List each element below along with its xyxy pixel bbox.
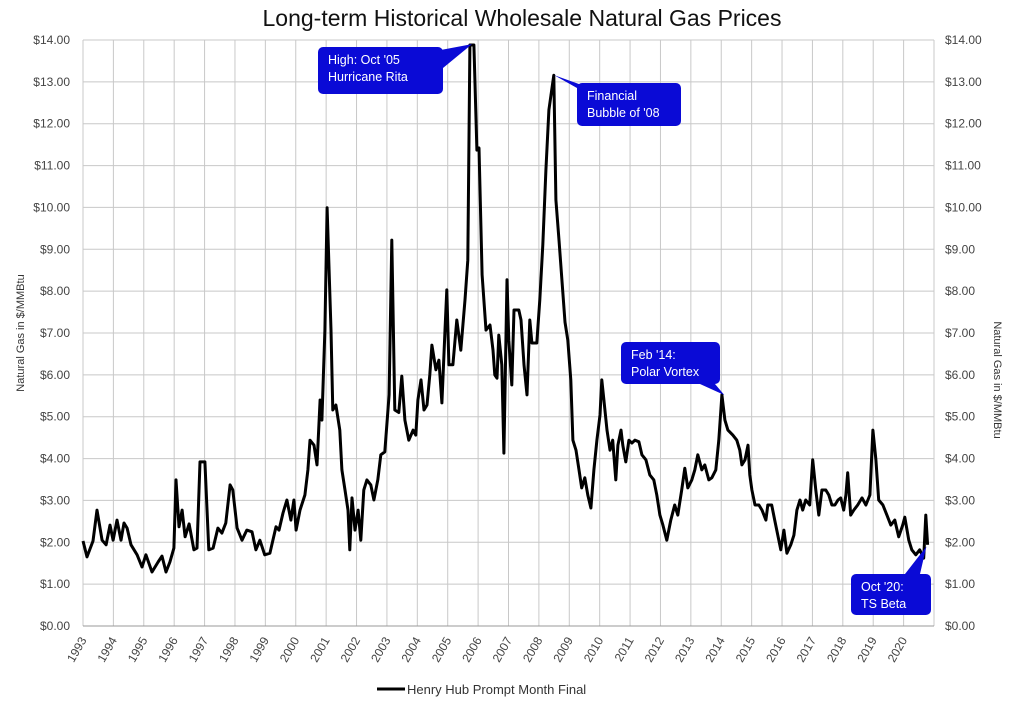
x-tick-label: 2012 — [642, 634, 668, 664]
callout-pointer — [554, 75, 590, 88]
callout-text: Bubble of '08 — [587, 106, 660, 120]
y-tick-label-right: $8.00 — [945, 284, 975, 298]
legend-label: Henry Hub Prompt Month Final — [407, 682, 586, 697]
x-tick-label: 2010 — [581, 634, 607, 664]
callout-pointer — [905, 546, 927, 574]
y-tick-label-right: $11.00 — [945, 159, 981, 173]
callout-box — [577, 83, 681, 126]
y-tick-label-left: $6.00 — [40, 368, 70, 382]
x-tick-label: 1995 — [125, 634, 151, 664]
x-tick-label: 1999 — [246, 634, 272, 664]
chart-title: Long-term Historical Wholesale Natural G… — [263, 5, 782, 31]
x-tick-label: 2008 — [520, 634, 546, 664]
callout-box — [621, 342, 720, 384]
y-tick-label-right: $14.00 — [945, 33, 982, 47]
y-tick-label-left: $8.00 — [40, 284, 70, 298]
x-tick-label: 2004 — [398, 634, 424, 664]
y-tick-label-right: $7.00 — [945, 326, 975, 340]
y-tick-label-left: $4.00 — [40, 452, 70, 466]
y-tick-label-right: $0.00 — [945, 619, 975, 633]
x-tick-label: 2006 — [459, 634, 485, 664]
y-axis-title-right: Natural Gas in $/MMBtu — [991, 321, 1003, 438]
y-tick-label-left: $3.00 — [40, 493, 70, 507]
x-tick-label: 1994 — [95, 634, 121, 664]
y-tick-label-right: $13.00 — [945, 75, 982, 89]
y-tick-label-left: $5.00 — [40, 410, 70, 424]
y-tick-label-left: $14.00 — [33, 33, 70, 47]
callout-box — [318, 47, 443, 94]
y-tick-label-left: $12.00 — [33, 117, 70, 131]
x-tick-label: 1997 — [186, 634, 212, 664]
x-tick-label: 2001 — [307, 634, 333, 664]
y-tick-label-left: $10.00 — [33, 200, 70, 214]
x-tick-label: 2014 — [702, 634, 728, 664]
callout-pointer — [700, 384, 725, 395]
x-tick-label: 2005 — [429, 634, 455, 664]
x-tick-label: 2009 — [550, 634, 576, 664]
x-tick-label: 2013 — [672, 634, 698, 664]
y-tick-label-left: $7.00 — [40, 326, 70, 340]
y-tick-label-left: $0.00 — [40, 619, 70, 633]
callout-box — [851, 574, 931, 615]
callout-text: Financial — [587, 89, 637, 103]
y-tick-label-right: $12.00 — [945, 117, 982, 131]
y-tick-label-right: $4.00 — [945, 452, 975, 466]
x-tick-label: 2017 — [794, 634, 820, 664]
callout-text: Hurricane Rita — [328, 70, 408, 84]
x-tick-label: 2007 — [490, 634, 516, 664]
y-tick-label-right: $2.00 — [945, 535, 975, 549]
y-tick-label-left: $2.00 — [40, 535, 70, 549]
x-tick-label: 2019 — [854, 634, 880, 664]
y-tick-label-right: $10.00 — [945, 200, 982, 214]
callout-text: TS Beta — [861, 597, 906, 611]
y-tick-label-right: $6.00 — [945, 368, 975, 382]
y-tick-label-left: $11.00 — [34, 159, 70, 173]
y-tick-label-right: $9.00 — [945, 242, 975, 256]
x-tick-label: 1996 — [155, 634, 181, 664]
callout-text: Oct '20: — [861, 580, 904, 594]
x-tick-label: 2020 — [885, 634, 911, 664]
callout-text: Feb '14: — [631, 348, 676, 362]
x-tick-label: 2015 — [733, 634, 759, 664]
x-tick-label: 2018 — [824, 634, 850, 664]
y-tick-label-left: $1.00 — [40, 577, 70, 591]
series-line-henry-hub — [81, 43, 930, 574]
x-tick-label: 2002 — [338, 634, 364, 664]
y-tick-label-left: $9.00 — [40, 242, 70, 256]
x-tick-label: 1993 — [64, 634, 90, 664]
x-tick-label: 2016 — [763, 634, 789, 664]
callout-text: High: Oct '05 — [328, 53, 400, 67]
y-tick-label-right: $5.00 — [945, 410, 975, 424]
y-axis-title-left: Natural Gas in $/MMBtu — [15, 274, 27, 391]
x-tick-label: 2011 — [612, 634, 637, 664]
x-tick-label: 2003 — [368, 634, 394, 664]
y-tick-label-right: $1.00 — [945, 577, 975, 591]
callout-text: Polar Vortex — [631, 365, 700, 379]
x-tick-label: 1998 — [216, 634, 242, 664]
y-tick-label-right: $3.00 — [945, 493, 975, 507]
y-tick-label-left: $13.00 — [33, 75, 70, 89]
x-tick-label: 2000 — [277, 634, 303, 664]
